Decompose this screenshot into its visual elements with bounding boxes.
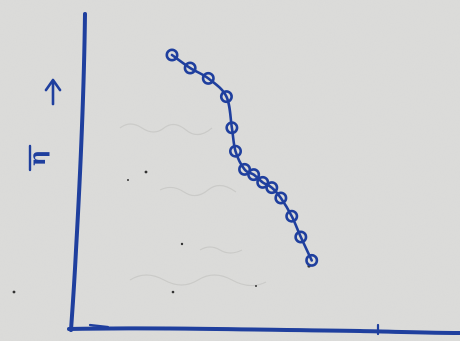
x-axis-origin-stub [88,323,110,329]
plot-area [165,48,319,267]
data-point-marker [305,253,319,267]
data-point-marker [294,230,308,244]
data-point-marker [219,90,233,104]
data-point-marker [229,144,243,158]
data-point-marker [225,121,239,135]
data-point-marker [183,61,197,75]
bleed-through-marks [119,123,267,287]
axes [67,12,460,336]
y-axis-line [69,12,87,332]
y-axis-label-group: η [25,78,62,172]
data-point-marker [201,71,215,85]
data-point-marker [165,48,179,62]
up-arrow-icon [44,78,62,106]
data-point-marker [274,191,288,205]
data-point-marker [285,209,299,223]
y-axis-label: η [25,150,51,166]
data-point-marker [247,168,261,182]
data-point-marker [265,181,279,195]
x-axis-line [67,326,460,335]
